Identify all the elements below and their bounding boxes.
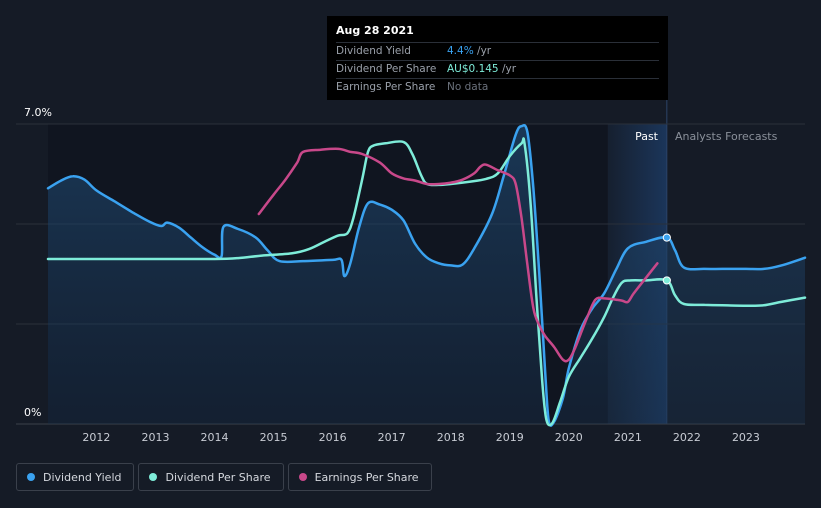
x-tick-label: 2015 xyxy=(260,431,288,444)
tooltip-value: No data xyxy=(447,81,489,93)
earnings-per-share-dot-icon xyxy=(298,473,307,481)
legend-label: Dividend Per Share xyxy=(165,470,271,484)
x-tick-label: 2017 xyxy=(378,431,406,444)
x-tick-label: 2014 xyxy=(201,431,229,444)
tooltip-date: Aug 28 2021 xyxy=(336,24,414,37)
tooltip-label: Dividend Yield xyxy=(336,45,411,57)
chart-legend: Dividend Yield Dividend Per Share Earnin… xyxy=(16,463,432,491)
analysts-forecasts-label: Analysts Forecasts xyxy=(675,130,778,143)
legend-item-earnings-per-share[interactable]: Earnings Per Share xyxy=(287,463,432,491)
earnings-per-share-line xyxy=(257,147,659,363)
dividend-yield-line xyxy=(46,124,807,427)
tooltip-label: Dividend Per Share xyxy=(336,63,437,75)
tooltip-row-dividend-yield: Dividend Yield 4.4% /yr xyxy=(336,42,659,60)
tooltip-value: AU$0.145 /yr xyxy=(447,63,517,75)
x-tick-label: 2012 xyxy=(82,431,110,444)
dividend-per-share-line xyxy=(46,137,807,427)
legend-label: Dividend Yield xyxy=(43,470,122,484)
x-tick-label: 2023 xyxy=(732,431,760,444)
tooltip-label: Earnings Per Share xyxy=(336,81,436,93)
x-tick-label: 2022 xyxy=(673,431,701,444)
legend-item-dividend-yield[interactable]: Dividend Yield xyxy=(16,463,135,491)
x-tick-label: 2013 xyxy=(141,431,169,444)
hover-tooltip: Aug 28 2021 Dividend Yield 4.4% /yr Divi… xyxy=(327,16,668,100)
tooltip-row-dividend-per-share: Dividend Per Share AU$0.145 /yr xyxy=(336,60,659,78)
tooltip-value: 4.4% /yr xyxy=(447,45,492,57)
past-label: Past xyxy=(635,130,659,143)
dividend-yield-dot-icon xyxy=(27,473,35,481)
dividend-per-share-dot-icon xyxy=(149,473,158,481)
x-tick-label: 2019 xyxy=(496,431,524,444)
y-tick-label-top: 7.0% xyxy=(24,106,52,119)
x-tick-label: 2016 xyxy=(319,431,347,444)
dividend-per-share-point xyxy=(662,276,671,285)
dividend-yield-area xyxy=(48,125,805,426)
legend-item-dividend-per-share[interactable]: Dividend Per Share xyxy=(138,463,284,491)
x-tick-label: 2020 xyxy=(555,431,583,444)
tooltip-row-earnings-per-share: Earnings Per Share No data xyxy=(336,78,659,96)
y-tick-label-bottom: 0% xyxy=(24,406,41,419)
legend-label: Earnings Per Share xyxy=(314,470,419,484)
x-tick-label: 2021 xyxy=(614,431,642,444)
dividend-yield-point xyxy=(662,233,671,242)
x-tick-label: 2018 xyxy=(437,431,465,444)
